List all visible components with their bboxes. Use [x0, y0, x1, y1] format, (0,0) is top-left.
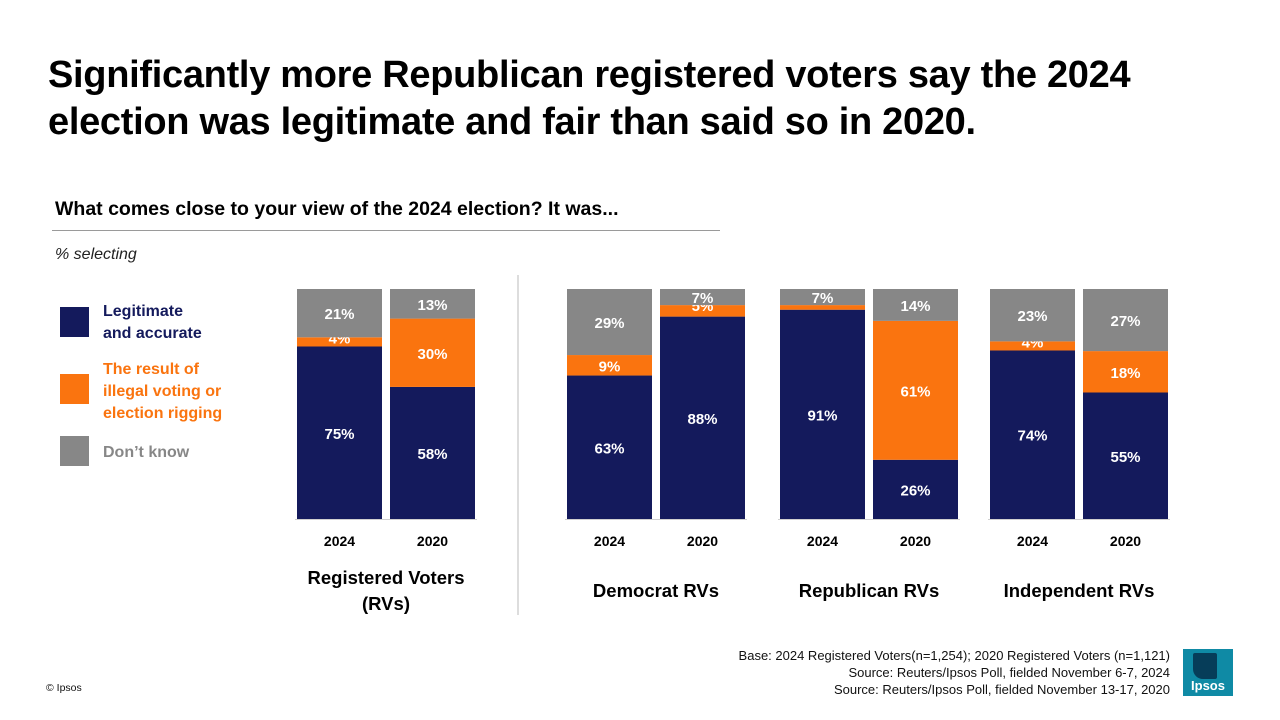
subtitle-divider	[52, 230, 720, 231]
group-label-3: Independent RVs	[1004, 580, 1155, 601]
bar-illegal-3-2020	[1083, 351, 1168, 393]
label-legitimate-0-2024: 75%	[324, 426, 354, 443]
bar-illegal-2-2024	[780, 305, 865, 310]
legend-swatch-legitimate	[60, 307, 89, 337]
bar-illegal-3-2024	[990, 341, 1075, 351]
label-legitimate-1-2024: 63%	[594, 440, 624, 457]
bar-legitimate-2-2020	[873, 459, 958, 519]
year-label-2-2024: 2024	[807, 533, 838, 549]
unit-note: % selecting	[55, 246, 137, 263]
label-legitimate-3-2020: 55%	[1110, 449, 1140, 466]
bar-illegal-0-2024	[297, 337, 382, 347]
year-label-1-2024: 2024	[594, 533, 625, 549]
bar-dont_know-0-2020	[390, 289, 475, 319]
label-dont_know-3-2024: 23%	[1017, 308, 1047, 325]
bar-illegal-2-2020	[873, 320, 958, 460]
year-label-3-2024: 2024	[1017, 533, 1048, 549]
logo-mark	[1193, 653, 1217, 679]
label-dont_know-1-2024: 29%	[594, 315, 624, 332]
logo-text: Ipsos	[1191, 678, 1225, 693]
bar-dont_know-3-2024	[990, 289, 1075, 342]
chart-title: Significantly more Republican registered…	[48, 54, 1131, 143]
bar-legitimate-1-2024	[567, 375, 652, 519]
bar-dont_know-0-2024	[297, 289, 382, 338]
group-label-1: Democrat RVs	[593, 580, 719, 601]
label-illegal-2-2020: 61%	[900, 383, 930, 400]
label-dont_know-0-2024: 21%	[324, 306, 354, 323]
ipsos-logo: Ipsos	[1183, 649, 1233, 696]
year-label-0-2020: 2020	[417, 533, 448, 549]
label-legitimate-3-2024: 74%	[1017, 428, 1047, 445]
bar-illegal-1-2024	[567, 355, 652, 376]
label-legitimate-0-2020: 58%	[417, 446, 447, 463]
label-illegal-1-2024: 9%	[599, 358, 621, 375]
label-legitimate-2-2024: 91%	[807, 407, 837, 424]
label-illegal-3-2020: 18%	[1110, 365, 1140, 382]
bar-illegal-1-2020	[660, 305, 745, 317]
bar-dont_know-2-2024	[780, 289, 865, 306]
label-legitimate-2-2020: 26%	[900, 482, 930, 499]
bar-legitimate-0-2020	[390, 386, 475, 519]
bar-illegal-0-2020	[390, 318, 475, 387]
label-dont_know-2-2024: 7%	[812, 290, 834, 307]
footnote-source-2020: Source: Reuters/Ipsos Poll, fielded Nove…	[833, 682, 1170, 697]
legend-label-dont-know: Don’t know	[103, 444, 190, 461]
group-label-0-line1: (RVs)	[362, 593, 410, 614]
legend-swatch-illegal	[60, 374, 89, 404]
year-label-2-2020: 2020	[900, 533, 931, 549]
label-dont_know-1-2020: 7%	[692, 290, 714, 307]
year-label-0-2024: 2024	[324, 533, 355, 549]
label-dont_know-3-2020: 27%	[1110, 313, 1140, 330]
bar-dont_know-1-2020	[660, 289, 745, 306]
group-label-2: Republican RVs	[799, 580, 940, 601]
year-label-3-2020: 2020	[1110, 533, 1141, 549]
legend-label-illegal: The result of illegal voting or election…	[103, 361, 223, 422]
bar-dont_know-3-2020	[1083, 289, 1168, 352]
label-illegal-0-2020: 30%	[417, 346, 447, 363]
label-legitimate-1-2020: 88%	[687, 411, 717, 428]
bar-legitimate-3-2020	[1083, 392, 1168, 519]
bar-dont_know-2-2020	[873, 289, 958, 321]
label-dont_know-0-2020: 13%	[417, 297, 447, 314]
label-dont_know-2-2020: 14%	[900, 298, 930, 315]
bar-dont_know-1-2024	[567, 289, 652, 356]
footnote-base: Base: 2024 Registered Voters(n=1,254); 2…	[738, 648, 1170, 663]
question-text: What comes close to your view of the 202…	[55, 198, 619, 220]
group-label-0-line0: Registered Voters	[308, 567, 465, 588]
legend-swatch-dont-know	[60, 436, 89, 466]
bar-legitimate-2-2024	[780, 309, 865, 519]
copyright: © Ipsos	[46, 682, 82, 694]
footnote-source-2024: Source: Reuters/Ipsos Poll, fielded Nove…	[848, 665, 1170, 680]
bar-legitimate-0-2024	[297, 346, 382, 519]
legend-label-legitimate: Legitimate and accurate	[103, 303, 202, 342]
bar-legitimate-3-2024	[990, 350, 1075, 519]
year-label-1-2020: 2020	[687, 533, 718, 549]
bar-legitimate-1-2020	[660, 316, 745, 519]
